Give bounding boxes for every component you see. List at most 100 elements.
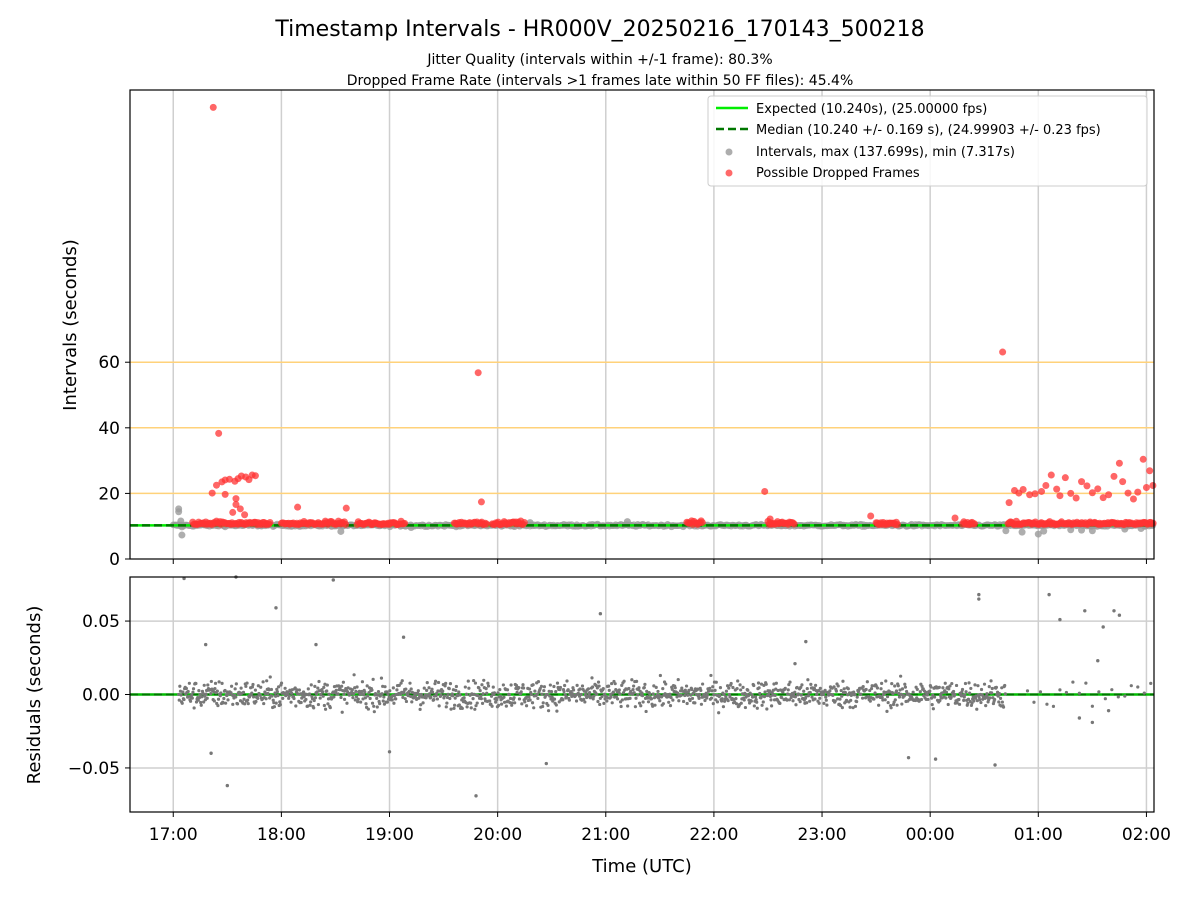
dropped-frame-point (236, 505, 244, 513)
residual-point (368, 696, 372, 701)
residual-point (312, 698, 316, 703)
residual-point (546, 703, 550, 707)
residual-point (705, 693, 709, 697)
residual-point (359, 700, 363, 704)
residual-point (824, 698, 828, 702)
residual-point (209, 692, 213, 696)
residual-point (853, 692, 857, 696)
residual-point (1106, 708, 1111, 713)
residual-point (561, 698, 565, 702)
residual-point (351, 691, 356, 696)
residual-point (903, 682, 907, 686)
intervals-panel: 0 20 40 60 Intervals (seconds) Expected (10… (60, 89, 1157, 570)
residual-point (683, 693, 687, 698)
residual-point (943, 681, 947, 685)
residual-point (499, 702, 504, 706)
residual-point (720, 697, 724, 701)
residual-point (595, 692, 599, 696)
residual-point (567, 698, 571, 702)
residual-point (968, 691, 972, 695)
residual-point (531, 683, 535, 687)
residual-point (713, 688, 717, 692)
residual-point (301, 690, 306, 694)
residual-point (289, 700, 293, 704)
residual-point (1003, 692, 1007, 696)
dropped-frame-point (1115, 459, 1123, 467)
residual-point (464, 692, 469, 696)
residual-point (838, 703, 843, 708)
legend-intervals-label: Intervals, max (137.699s), min (7.317s) (756, 145, 1015, 160)
residual-point (855, 699, 859, 704)
residual-point (608, 692, 613, 696)
residual-point (354, 689, 358, 693)
residual-point (339, 695, 343, 700)
residual-point (278, 700, 282, 704)
x-tick-label: 19:00 (365, 825, 414, 845)
residual-point (833, 699, 837, 703)
residual-point (294, 704, 298, 708)
residual-point (685, 701, 689, 706)
residual-point (749, 699, 753, 703)
residual-point (482, 678, 486, 682)
dropped-frame-point (1149, 519, 1157, 527)
residual-point (728, 695, 732, 699)
residual-point (778, 701, 782, 705)
residual-point (841, 679, 845, 683)
residual-point (994, 685, 998, 689)
residual-point (806, 678, 810, 682)
residual-point (808, 690, 812, 695)
residual-point (315, 690, 319, 694)
residual-point (670, 687, 674, 691)
residual-point (476, 694, 480, 698)
residual-point (709, 696, 714, 700)
x-tick-label: 00:00 (906, 825, 955, 845)
residual-point (1084, 681, 1088, 685)
residual-point (541, 701, 545, 705)
residual-point (371, 677, 375, 681)
residual-point (769, 704, 774, 708)
residual-point (346, 686, 350, 690)
residual-point (409, 687, 413, 691)
residual-point (327, 692, 331, 696)
residual-point (868, 699, 872, 703)
residual-point (199, 703, 203, 707)
residual-point (622, 679, 626, 683)
residual-point (637, 701, 642, 705)
residual-point (242, 697, 246, 701)
residual-point (860, 696, 865, 700)
residual-point (545, 692, 549, 697)
residuals-x-ticks: 17:00 18:00 19:00 20:00 21:00 22:00 23:00 00:00… (149, 812, 1171, 845)
residuals-y-tick-label: −0.05 (68, 759, 120, 779)
residual-point (851, 706, 855, 710)
residual-point (529, 692, 533, 697)
residual-point (454, 684, 458, 689)
dropped-frame-point (698, 519, 706, 527)
residual-point (1096, 659, 1100, 663)
residual-point (768, 694, 773, 698)
residual-point (1112, 609, 1116, 613)
residual-point (1136, 685, 1140, 689)
residual-point (451, 694, 455, 698)
residual-point (954, 683, 959, 688)
residual-point (721, 705, 726, 709)
intervals-y-ticks: 0 20 40 60 (98, 353, 130, 570)
residual-point (753, 695, 758, 699)
residual-point (331, 578, 335, 582)
residual-point (340, 684, 344, 688)
residual-point (258, 693, 262, 697)
residual-point (444, 705, 448, 709)
residual-point (900, 687, 905, 691)
residual-point (326, 697, 331, 701)
residual-point (582, 697, 586, 701)
residual-point (425, 680, 429, 685)
residual-point (982, 682, 987, 686)
residual-point (469, 706, 473, 710)
residual-point (216, 697, 221, 701)
residual-point (607, 684, 611, 688)
residual-point (818, 686, 822, 690)
residual-point (686, 693, 690, 697)
residual-point (501, 683, 505, 687)
dropped-frame-point (1047, 471, 1055, 479)
residual-point (473, 707, 477, 711)
residual-point (233, 687, 237, 691)
